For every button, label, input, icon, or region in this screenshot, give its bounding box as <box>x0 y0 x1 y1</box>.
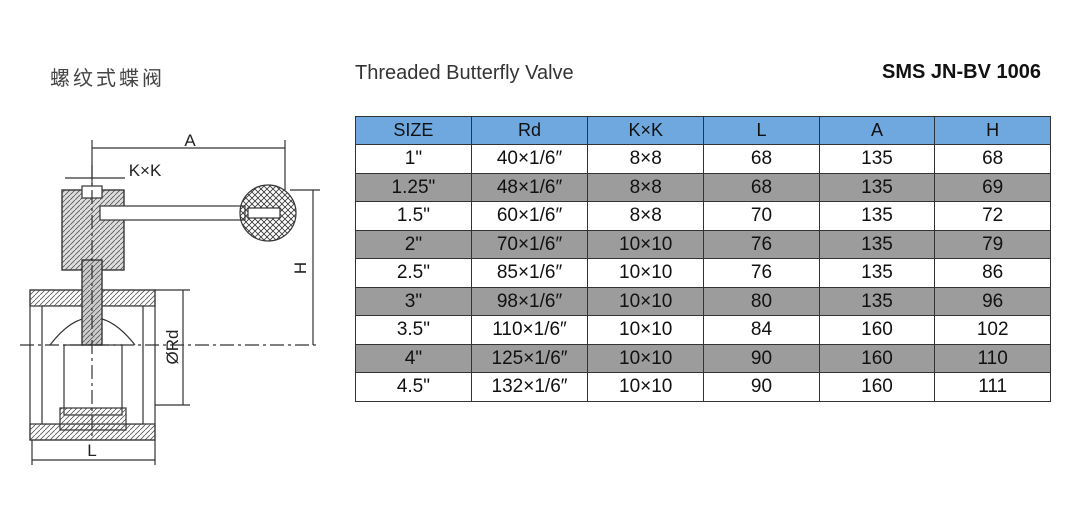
dim-label: A <box>184 131 196 150</box>
table-cell: 135 <box>818 172 936 202</box>
table-row: 1.25" 48×1/6″ 8×8 68 135 69 <box>355 172 1051 202</box>
table-cell: 90 <box>703 372 820 402</box>
table-row: SIZE Rd K×K L A H <box>355 116 1051 145</box>
table-cell: 86 <box>934 258 1051 288</box>
table-cell: 135 <box>818 144 936 174</box>
table-cell: 1.5" <box>355 201 472 231</box>
table-cell: 72 <box>934 201 1051 231</box>
table-cell: 84 <box>703 315 820 345</box>
table-cell: 68 <box>934 144 1051 174</box>
table-cell: 132×1/6″ <box>470 372 589 402</box>
table-cell: 160 <box>818 372 936 402</box>
table-cell: 48×1/6″ <box>470 172 589 202</box>
table-cell: 8×8 <box>587 201 705 231</box>
table-row: 3.5" 110×1/6″ 10×10 84 160 102 <box>355 315 1051 345</box>
table-cell: 90 <box>703 343 820 373</box>
table-cell: 85×1/6″ <box>470 258 589 288</box>
table-cell: 111 <box>934 372 1051 402</box>
column-header: K×K <box>587 116 705 145</box>
table-cell: 160 <box>818 343 936 373</box>
valve-drawing: A K×K H ØRd L <box>20 131 320 465</box>
table-cell: 2" <box>355 229 472 259</box>
table-cell: 110 <box>934 343 1051 373</box>
table-row: 4.5" 132×1/6″ 10×10 90 160 111 <box>355 372 1051 402</box>
table-cell: 10×10 <box>587 286 705 316</box>
table-cell: 70×1/6″ <box>470 229 589 259</box>
table-row: 2" 70×1/6″ 10×10 76 135 79 <box>355 229 1051 259</box>
table-cell: 70 <box>703 201 820 231</box>
table-cell: 96 <box>934 286 1051 316</box>
table-cell: 135 <box>818 229 936 259</box>
table-cell: 76 <box>703 258 820 288</box>
title-cn: 螺纹式蝶阀 <box>50 66 165 90</box>
drawing-lines <box>20 140 320 465</box>
table-row: 1" 40×1/6″ 8×8 68 135 68 <box>355 144 1051 174</box>
table-cell: 135 <box>818 201 936 231</box>
table-cell: 68 <box>703 172 820 202</box>
table-row: 2.5" 85×1/6″ 10×10 76 135 86 <box>355 258 1051 288</box>
table-cell: 60×1/6″ <box>470 201 589 231</box>
table-row: 4" 125×1/6″ 10×10 90 160 110 <box>355 343 1051 373</box>
table-row: 1.5" 60×1/6″ 8×8 70 135 72 <box>355 201 1051 231</box>
table-cell: 69 <box>934 172 1051 202</box>
table-cell: 4.5" <box>355 372 472 402</box>
column-header: Rd <box>470 116 589 145</box>
dim-label: H <box>291 262 310 274</box>
table-cell: 3.5" <box>355 315 472 345</box>
dim-label: ØRd <box>163 330 182 365</box>
table-cell: 10×10 <box>587 258 705 288</box>
column-header: SIZE <box>355 116 472 145</box>
dim-label: L <box>87 441 96 460</box>
table-cell: 10×10 <box>587 229 705 259</box>
table-cell: 135 <box>818 258 936 288</box>
table-cell: 40×1/6″ <box>470 144 589 174</box>
table-cell: 160 <box>818 315 936 345</box>
dim-label: K×K <box>129 161 162 180</box>
table-cell: 10×10 <box>587 372 705 402</box>
title: Threaded Butterfly Valve <box>355 62 574 84</box>
table-cell: 125×1/6″ <box>470 343 589 373</box>
table-cell: 79 <box>934 229 1051 259</box>
table-cell: 110×1/6″ <box>470 315 589 345</box>
table-cell: 1" <box>355 144 472 174</box>
table-cell: 3" <box>355 286 472 316</box>
spec-table: SIZE Rd K×K L A H 1" 40×1/6″ 8×8 68 135 68 1.25" 48×1… <box>355 116 1051 402</box>
column-header: L <box>703 116 820 145</box>
table-cell: 76 <box>703 229 820 259</box>
table-cell: 80 <box>703 286 820 316</box>
table-cell: 102 <box>934 315 1051 345</box>
column-header: A <box>818 116 936 145</box>
table-cell: 98×1/6″ <box>470 286 589 316</box>
table-cell: 8×8 <box>587 144 705 174</box>
table-cell: 4" <box>355 343 472 373</box>
table-cell: 68 <box>703 144 820 174</box>
table-cell: 10×10 <box>587 315 705 345</box>
table-cell: 135 <box>818 286 936 316</box>
table-cell: 1.25" <box>355 172 472 202</box>
table-row: 3" 98×1/6″ 10×10 80 135 96 <box>355 286 1051 316</box>
table-cell: 8×8 <box>587 172 705 202</box>
table-cell: 10×10 <box>587 343 705 373</box>
table-cell: 2.5" <box>355 258 472 288</box>
product-code: SMS JN-BV 1006 <box>882 61 1041 83</box>
column-header: H <box>934 116 1051 145</box>
